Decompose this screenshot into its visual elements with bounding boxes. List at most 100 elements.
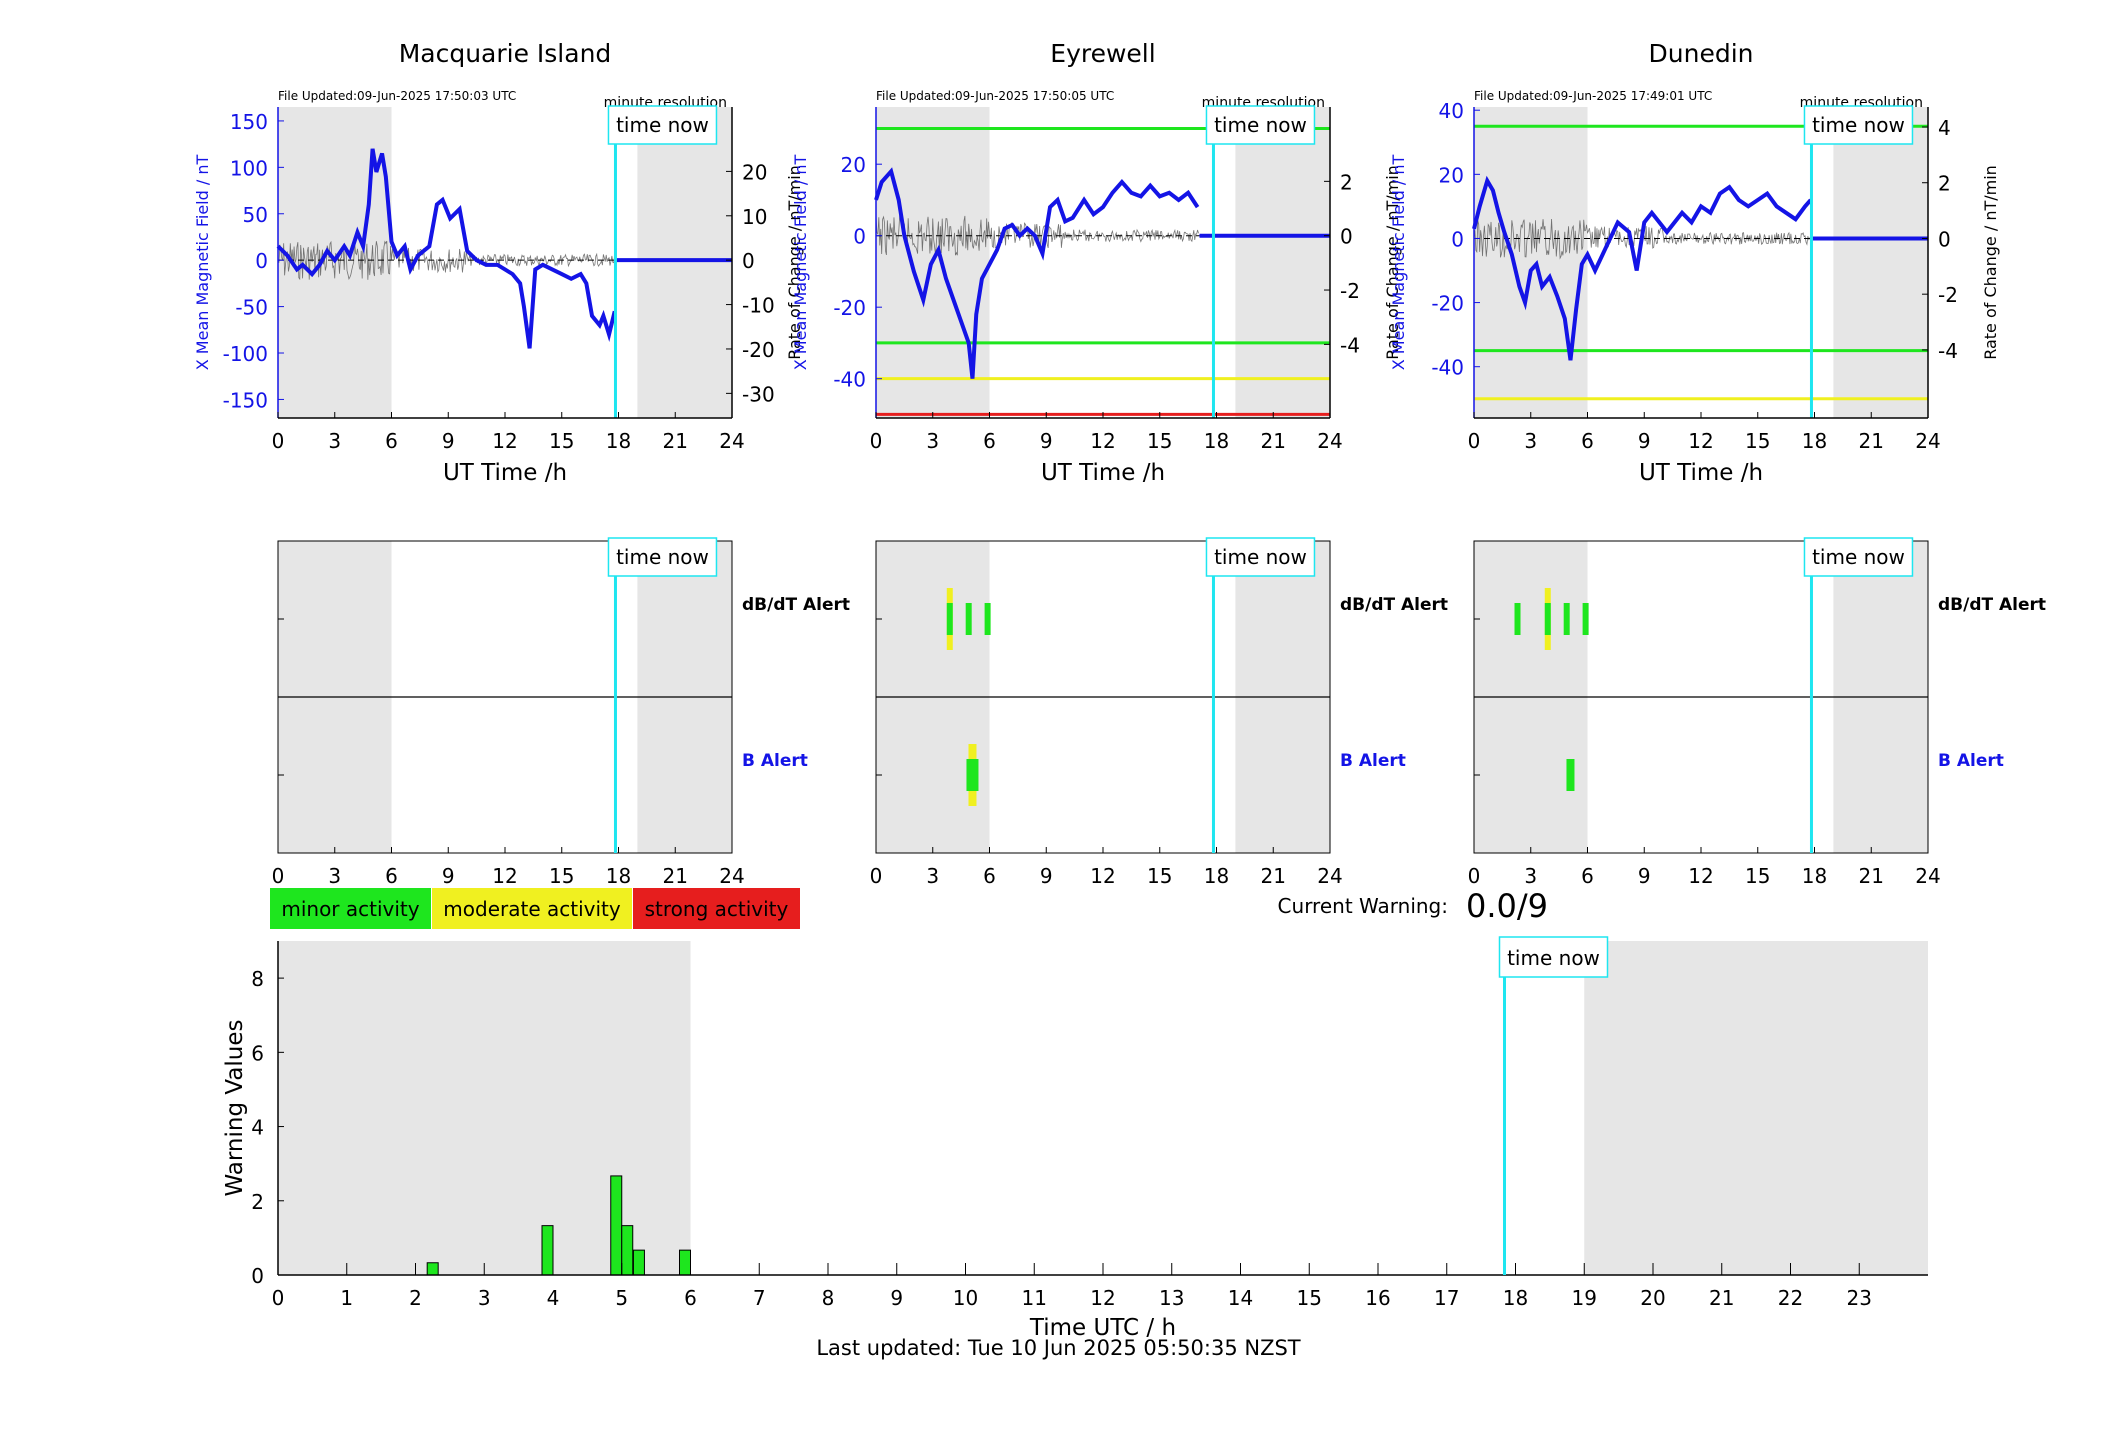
x-tick-label: 18 [1204, 864, 1229, 888]
x-tick-label: 21 [663, 864, 688, 888]
right-tick-label: -2 [1938, 283, 1958, 307]
chart-y-tick-label: 8 [251, 967, 264, 991]
file-updated-label: File Updated:09-Jun-2025 17:50:03 UTC [278, 89, 516, 103]
warning-bar [426, 1262, 439, 1276]
right-tick-label: 10 [742, 205, 767, 229]
chart-x-tick-label: 11 [1022, 1286, 1047, 1310]
x-tick-label: 6 [1581, 864, 1594, 888]
left-tick-label: -20 [833, 296, 866, 320]
chart-x-tick-label: 18 [1503, 1286, 1528, 1310]
x-tick-label: 12 [1090, 864, 1115, 888]
legend-label: moderate activity [443, 897, 621, 921]
current-warning-label: Current Warning: [1278, 894, 1448, 918]
legend-label: minor activity [281, 897, 419, 921]
time-now-label: time now [1812, 113, 1905, 137]
time-now-label: time now [1507, 946, 1600, 970]
legend-label: strong activity [645, 897, 789, 921]
dbdt-alert-label: dB/dT Alert [742, 595, 850, 615]
x-tick-label: 0 [870, 864, 883, 888]
chart-x-tick-label: 16 [1365, 1286, 1390, 1310]
last-updated-caption: Last updated: Tue 10 Jun 2025 05:50:35 N… [816, 1336, 1301, 1360]
warning-bar [610, 1175, 623, 1276]
x-tick-label: 18 [606, 864, 631, 888]
chart-y-tick-label: 4 [251, 1116, 264, 1140]
chart-x-tick-label: 5 [615, 1286, 628, 1310]
x-tick-label: 21 [1859, 864, 1884, 888]
x-tick-label: 0 [272, 864, 285, 888]
left-tick-label: -100 [223, 342, 268, 366]
x-tick-label: 15 [1147, 429, 1172, 453]
x-tick-label: 18 [1802, 864, 1827, 888]
x-tick-label: 9 [1638, 864, 1651, 888]
time-now-box [1803, 105, 1914, 145]
station-panel-eyrewell: Eyrewell File Updated:09-Jun-2025 17:50:0… [791, 39, 1448, 888]
x-tick-label: 9 [1638, 429, 1651, 453]
legend-swatch [633, 888, 800, 929]
activity-legend: minor activity moderate activity strong ac… [270, 888, 800, 929]
night-shade [1474, 107, 1588, 418]
chart-y-tick-label: 6 [251, 1041, 264, 1065]
x-tick-label: 9 [1040, 429, 1053, 453]
warning-bar [679, 1249, 691, 1276]
right-tick-label: 0 [1340, 225, 1353, 249]
x-tick-label: 6 [983, 864, 996, 888]
x-tick-label: 6 [385, 864, 398, 888]
legend-swatch [270, 888, 431, 929]
b-alert-label: B Alert [742, 751, 808, 771]
x-tick-label: 6 [1581, 429, 1594, 453]
x-tick-label: 24 [1915, 429, 1940, 453]
x-axis-label: UT Time /h [1639, 460, 1763, 486]
x-tick-label: 15 [549, 429, 574, 453]
dbdt-alert-label: dB/dT Alert [1340, 595, 1448, 615]
chart-x-tick-label: 0 [272, 1286, 285, 1310]
chart-x-tick-label: 21 [1709, 1286, 1734, 1310]
chart-x-tick-label: 7 [753, 1286, 766, 1310]
x-tick-label: 0 [272, 429, 285, 453]
x-axis-label: UT Time /h [1041, 460, 1165, 486]
right-tick-label: -4 [1340, 333, 1360, 357]
x-tick-label: 21 [1261, 429, 1286, 453]
file-updated-label: File Updated:09-Jun-2025 17:49:01 UTC [1474, 89, 1712, 103]
x-tick-label: 12 [1090, 429, 1115, 453]
chart-y-tick-label: 0 [251, 1264, 264, 1288]
time-now-box [607, 537, 718, 577]
x-tick-label: 6 [385, 429, 398, 453]
chart-y-tick-label: 2 [251, 1190, 264, 1214]
left-tick-label: 100 [230, 156, 268, 180]
y-axis-label-right: Rate of Change / nT/min [1981, 165, 2000, 360]
right-tick-label: 0 [1938, 227, 1951, 251]
x-tick-label: 9 [442, 864, 455, 888]
x-tick-label: 3 [926, 429, 939, 453]
y-axis-label-right: Rate of Change / nT/min [1383, 165, 1402, 360]
dbdt-alert-mark [946, 603, 953, 635]
chart-x-axis-label: Time UTC / h [1029, 1315, 1176, 1341]
time-now-label: time now [616, 545, 709, 569]
chart-x-tick-label: 10 [953, 1286, 978, 1310]
x-tick-label: 24 [1317, 429, 1342, 453]
x-tick-label: 24 [719, 864, 744, 888]
chart-x-tick-label: 3 [478, 1286, 491, 1310]
left-tick-label: 0 [255, 249, 268, 273]
station-title: Dunedin [1649, 39, 1754, 68]
x-tick-label: 24 [1915, 864, 1940, 888]
left-tick-label: -50 [235, 296, 268, 320]
x-tick-label: 21 [1859, 429, 1884, 453]
station-panel-dunedin: Dunedin File Updated:09-Jun-2025 17:49:01… [1389, 39, 2046, 888]
file-updated-label: File Updated:09-Jun-2025 17:50:05 UTC [876, 89, 1114, 103]
b-alert-mark [966, 759, 979, 791]
right-tick-label: 4 [1938, 116, 1951, 140]
chart-x-tick-label: 17 [1434, 1286, 1459, 1310]
dbdt-alert-mark [1582, 603, 1589, 635]
time-now-box [1205, 105, 1316, 145]
night-shade [1833, 107, 1928, 418]
left-tick-label: 0 [1451, 227, 1464, 251]
night-shade [637, 107, 732, 418]
x-tick-label: 12 [1688, 864, 1713, 888]
y-axis-label-left: X Mean Magnetic Field / nT [791, 155, 810, 371]
right-tick-label: -30 [742, 382, 775, 406]
x-tick-label: 18 [1204, 429, 1229, 453]
y-axis-label-right: Rate of Change / nT/min [785, 165, 804, 360]
dbdt-alert-mark [1514, 603, 1521, 635]
